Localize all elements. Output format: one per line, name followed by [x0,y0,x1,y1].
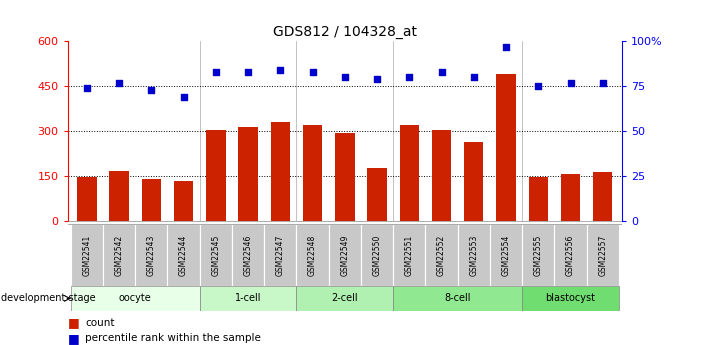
Bar [71,224,103,286]
Bar [393,224,425,286]
Point [81,85,92,91]
Text: ■: ■ [68,316,80,329]
Bar [238,127,258,221]
Text: count: count [85,318,114,327]
Bar [296,224,328,286]
Bar [200,286,296,310]
Bar [174,181,193,221]
Bar [425,224,458,286]
Text: GSM22546: GSM22546 [244,235,252,276]
Bar [135,224,168,286]
Point [210,69,222,75]
Point [274,67,286,73]
Point [339,75,351,80]
Text: GSM22542: GSM22542 [114,235,124,276]
Point [436,69,447,75]
Bar [141,179,161,221]
Text: percentile rank within the sample: percentile rank within the sample [85,333,261,343]
Bar [232,224,264,286]
Bar [109,171,129,221]
Bar [77,177,97,221]
Point [533,83,544,89]
Bar [490,224,522,286]
Bar [496,74,515,221]
Bar [593,172,612,221]
Text: 8-cell: 8-cell [444,294,471,303]
Bar [264,224,296,286]
Point [597,80,609,86]
Text: GSM22548: GSM22548 [308,235,317,276]
Bar [400,125,419,221]
Point [371,76,383,82]
Title: GDS812 / 104328_at: GDS812 / 104328_at [273,25,417,39]
Text: GSM22551: GSM22551 [405,235,414,276]
Bar [361,224,393,286]
Point [468,75,479,80]
Bar [103,224,135,286]
Bar [368,168,387,221]
Point [242,69,254,75]
Bar [432,130,451,221]
Bar [271,122,290,221]
Bar [528,177,548,221]
Bar [71,286,200,310]
Point [404,75,415,80]
Bar [335,134,355,221]
Text: GSM22554: GSM22554 [501,235,510,276]
Bar [168,224,200,286]
Point [307,69,319,75]
Text: GSM22552: GSM22552 [437,235,446,276]
Text: GSM22541: GSM22541 [82,235,92,276]
Text: GSM22557: GSM22557 [598,235,607,276]
Bar [393,286,522,310]
Point [146,87,157,92]
Bar [200,224,232,286]
Bar [464,141,483,221]
Text: oocyte: oocyte [119,294,151,303]
Bar [561,174,580,221]
Point [565,80,576,86]
Bar [587,224,619,286]
Text: GSM22550: GSM22550 [373,235,382,276]
Bar [303,125,322,221]
Text: GSM22547: GSM22547 [276,235,285,276]
Text: development stage: development stage [1,294,95,303]
Bar [458,224,490,286]
Text: GSM22553: GSM22553 [469,235,479,276]
Text: GSM22543: GSM22543 [147,235,156,276]
Bar [522,286,619,310]
Text: GSM22544: GSM22544 [179,235,188,276]
Text: GSM22545: GSM22545 [211,235,220,276]
Point [178,94,189,100]
Point [501,44,512,50]
Text: 2-cell: 2-cell [331,294,358,303]
Bar [296,286,393,310]
Text: 1-cell: 1-cell [235,294,262,303]
Text: GSM22549: GSM22549 [341,235,349,276]
Text: ■: ■ [68,332,80,345]
Bar [206,130,225,221]
Text: GSM22555: GSM22555 [534,235,542,276]
Bar [328,224,361,286]
Text: GSM22556: GSM22556 [566,235,575,276]
Text: blastocyst: blastocyst [545,294,596,303]
Point [114,80,125,86]
Bar [522,224,555,286]
Bar [555,224,587,286]
